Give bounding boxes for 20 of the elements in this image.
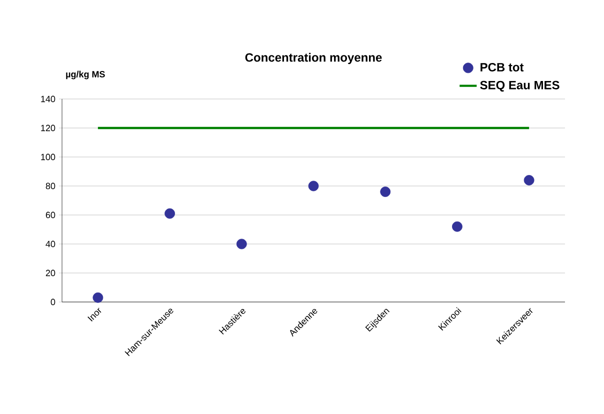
- point: [380, 186, 391, 197]
- point: [92, 292, 104, 303]
- y-axis-title: µg/kg MS: [66, 70, 105, 80]
- legend-label: PCB tot: [480, 62, 524, 72]
- point: [524, 174, 534, 186]
- y-tick-label: 80: [46, 182, 56, 190]
- x-tick-label: Inor: [88, 308, 102, 322]
- y-tick-label: 40: [46, 240, 56, 248]
- y-tick-label: 60: [46, 212, 56, 218]
- point: [452, 221, 462, 232]
- point: [308, 180, 319, 192]
- y-tick-label: 140: [41, 96, 56, 102]
- legend-label: SEQ Eau MES: [480, 80, 560, 92]
- point: [164, 208, 175, 219]
- y-tick-label: 20: [46, 270, 56, 276]
- chart-title: Concentration moyenne: [245, 52, 382, 64]
- y-tick-label: 0: [50, 298, 56, 306]
- y-tick-label: 100: [41, 154, 56, 160]
- point: [236, 238, 247, 250]
- y-tick-label: 120: [41, 124, 56, 132]
